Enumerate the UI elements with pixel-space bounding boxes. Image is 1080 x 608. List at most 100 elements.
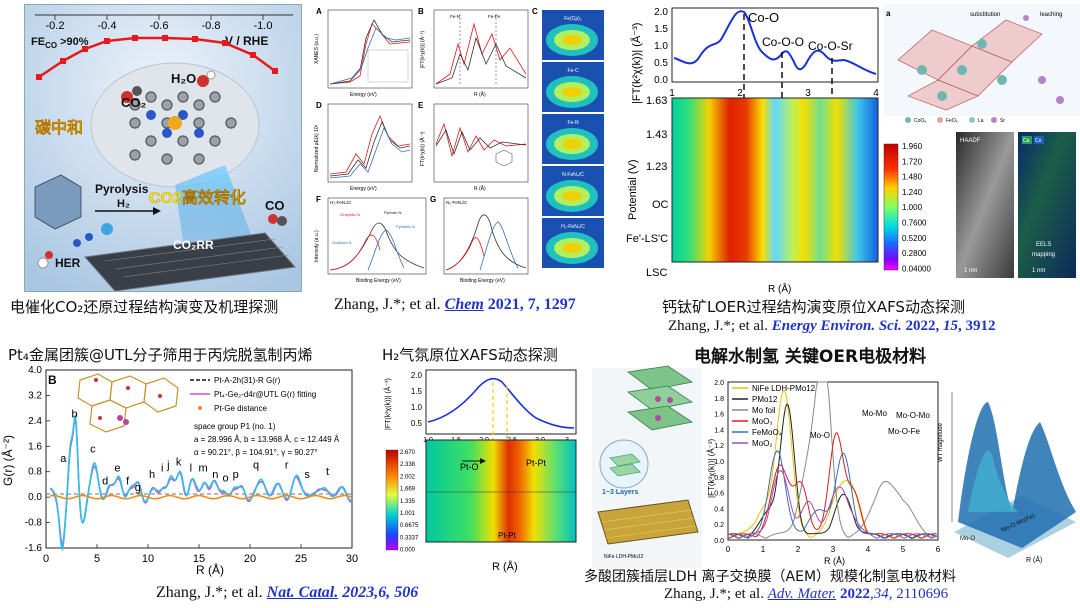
p6-ytick: 1.6: [714, 412, 724, 419]
p3-top-xtick: 1: [669, 88, 675, 99]
p5-colorbar-tick: 2.338: [400, 462, 416, 468]
gr-peak-letter: f: [126, 475, 130, 487]
e-xlabel: R (Å): [474, 185, 486, 192]
p5-ytick: 1.5: [411, 387, 423, 396]
gr-svg: B G(r) (Å⁻²) 4.03.22.41.60.80.0-0.8-1.6 …: [0, 365, 358, 577]
wt-map-label: N-FeN₄/C: [562, 172, 584, 178]
legend-la: La: [978, 118, 984, 124]
gr-ytick: 4.0: [28, 366, 42, 376]
f-peak-oxidized: Oxidized N: [332, 240, 352, 245]
caption-6: 多酸团簇插层LDH 离子交换膜（AEM）规模化制氢电极材料: [584, 569, 957, 585]
p5-colorbar-tick: 0.6675: [400, 523, 419, 529]
pot-tick-1: 1.43: [646, 129, 667, 141]
co2rr-label: CO₂RR: [173, 238, 214, 252]
ref-chem: Zhang, J.*; et al. Chem 2021, 7, 1297: [334, 296, 576, 314]
p6-ytick: 1.2: [714, 443, 724, 450]
gr-ytick: -0.8: [25, 518, 43, 529]
carbon-neutral: 碳中和: [35, 118, 83, 137]
wt-map-label: Fe(Cp)₂: [564, 16, 582, 22]
gr-xtick: 0: [43, 553, 49, 565]
peak-mo-o-mo: Mo-O-Mo: [896, 411, 930, 420]
ref-natcatal-rest: 2023,6, 506: [338, 584, 419, 601]
co-label: CO: [265, 198, 285, 213]
struct-a: a: [886, 9, 891, 18]
gr-cell-1: a = 28.996 Å, b = 13.968 Å, c = 12.449 Å: [194, 435, 340, 444]
heading-6: 电解水制氢 关键OER电极材料: [694, 347, 927, 367]
gr-xtick: 10: [142, 553, 154, 565]
wt-map-contour: [562, 35, 582, 45]
legend-coo6: CoO₆: [914, 118, 926, 124]
ref-advmater-journal[interactable]: Adv. Mater.: [767, 586, 837, 602]
gr-cell-2: α = 90.21°, β = 104.91°, γ = 90.27°: [194, 448, 318, 457]
wt-map-contour: [562, 191, 582, 201]
pot-tick-0: 1.63: [646, 95, 667, 107]
p6-series-line: [727, 470, 937, 539]
gr-xtick: 15: [193, 553, 205, 565]
gr-legend-0: Pt-A-2h(31)-R G(r): [214, 376, 281, 385]
f-xlabel: Binding Energy (eV): [356, 278, 401, 284]
p5-colorbar-tick: 2.670: [400, 450, 416, 456]
f-peak-pyrrolic: Pyrrolic N: [384, 210, 401, 215]
gr-ytick: 0.8: [28, 467, 42, 478]
gr-peak-letter: r: [285, 460, 289, 472]
peak-mo-o-fe: Mo-O-Fe: [888, 427, 921, 436]
ref-advmater-author: Zhang, J.*; et al.: [664, 586, 768, 602]
gr-ylabel: G(r) (Å⁻²): [0, 435, 15, 486]
substitution-label: substitution: [970, 12, 1000, 18]
ref-eesc-author: Zhang, J.*; et al.: [668, 318, 772, 334]
p6-ylabel: |FT(k³χ(k))| (Å⁻³): [707, 438, 716, 498]
p5-ytick: 0.5: [411, 419, 423, 428]
h2-label: H₂: [117, 198, 130, 210]
co2rr-graphic: -0.2 -0.4 -0.6 -0.8 -1.0 FECO >90% V / RHE C…: [24, 4, 302, 292]
leaching-label: leaching: [1040, 12, 1062, 18]
co2rr-svg: -0.2 -0.4 -0.6 -0.8 -1.0 FECO >90% V / RHE C…: [25, 5, 301, 291]
p5-colorbar-tick: 0.3337: [400, 535, 419, 541]
caption-1: 电催化CO₂还原过程结构演变及机理探测: [10, 298, 279, 316]
ref-chem-author: Zhang, J.*; et al.: [334, 296, 445, 313]
ref-natcatal-journal[interactable]: Nat. Catal.: [266, 584, 339, 601]
fe-label: FE: [31, 36, 45, 48]
f-peak-graphitic: Graphitic N: [340, 212, 360, 217]
pot-tick-2: 1.23: [646, 161, 667, 173]
a-ylabel: XANES (a.u.): [314, 34, 320, 64]
p3-colorbar-tick: 1.480: [902, 173, 923, 182]
gr-ytick: -1.6: [25, 543, 43, 554]
p6-xtick: 6: [936, 545, 941, 554]
gr-peak-letter: h: [149, 469, 155, 481]
gr-ytick: 0.0: [28, 492, 42, 503]
legend-sr: Sr: [1000, 118, 1005, 124]
p6-xtick: 5: [901, 545, 906, 554]
p6-xtick: 4: [866, 545, 871, 554]
ref-advmater: Zhang, J.*; et al. Adv. Mater. 2022,34, …: [664, 586, 948, 603]
ref-eesc-journal[interactable]: Energy Environ. Sci.: [771, 318, 902, 334]
wt-map-label: Fe-C: [567, 68, 579, 74]
e-ylabel: FT(k³χ(k)) (Å⁻³): [419, 131, 426, 166]
gr-peak-letter: e: [114, 463, 120, 475]
p5-ytick: 1.0: [411, 403, 423, 412]
ref-chem-journal[interactable]: Chem: [444, 296, 484, 313]
gr-peak-letter: t: [326, 466, 329, 478]
ref-chem-rest: 2021, 7, 1297: [483, 296, 576, 313]
subpanel-d-label: D: [316, 101, 322, 110]
p3-ylabel: |FT(k²χ(k))| (Å⁻³): [630, 23, 643, 104]
ref-eesc-vol: 15: [943, 318, 959, 334]
a-xlabel: Energy (eV): [350, 92, 377, 98]
gr-peak-letter: i: [161, 463, 163, 475]
subpanel-a-label: A: [316, 7, 322, 16]
g-xlabel: Binding Energy (eV): [460, 278, 505, 284]
p3-bottom-xtick: 4: [878, 275, 879, 276]
wt-xlabel: R (Å): [1026, 555, 1042, 564]
h2-xafs-svg: |FT(k²χ(k))| (Å⁻³) 2.01.51.00.5 1.01.52.…: [383, 369, 577, 573]
peak-co-o: Co-O: [748, 10, 779, 25]
gr-peak-letter: c: [90, 444, 96, 456]
p3-top-xtick: 2: [737, 88, 743, 99]
gr-legend-1: Pt₄-Ge₂-d4r@UTL G(r) fitting: [214, 390, 316, 399]
p3-xlabel: R (Å): [768, 282, 791, 295]
subpanel-g-label: G: [430, 195, 436, 204]
p1-axis-tick-label: -1.0: [254, 20, 273, 32]
layers-label: 1~3 Layers: [602, 489, 638, 496]
gr-xtick: 5: [94, 553, 100, 565]
p6-xtick: 0: [726, 545, 731, 554]
subpanel-b-label: B: [418, 7, 424, 16]
p3-bottom-xtick: 3: [826, 275, 827, 276]
